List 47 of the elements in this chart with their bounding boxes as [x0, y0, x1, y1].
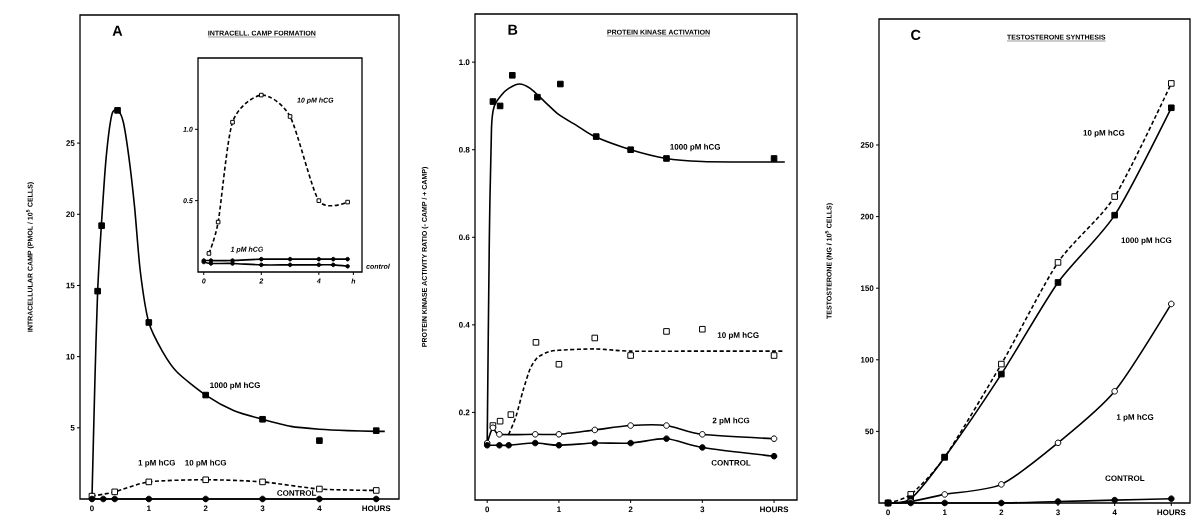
y-tick-label: 0.2	[459, 409, 470, 416]
x-tick-label: 3	[260, 505, 265, 512]
x-tick-label: HOURS	[760, 506, 789, 513]
y-tick-label: 100	[860, 356, 874, 363]
x-tick-label: 0	[90, 505, 94, 512]
x-tick-label: HOURS	[362, 505, 391, 512]
x-tick-label: 4	[1112, 509, 1117, 516]
series-label: 1000 pM hCG	[670, 143, 720, 152]
text: 1 pM hCG	[1116, 414, 1154, 422]
x-tick-label: 1	[557, 506, 561, 513]
annotation: B	[508, 24, 518, 35]
text: 10 pM hCG	[1083, 129, 1125, 138]
x-tick-label: 1	[942, 509, 947, 516]
series-label: 2 pM hCG	[712, 417, 750, 425]
annotation: A	[112, 25, 123, 36]
x-tick-label: 4	[317, 505, 322, 512]
y-tick-label: 50	[865, 428, 874, 435]
x-tick-label: 1	[147, 505, 151, 512]
x-tick-label: 0	[886, 509, 890, 516]
y-tick-label: 25	[66, 140, 75, 146]
text: 1000 pM hCG	[1121, 237, 1172, 245]
y-tick-label: 15	[66, 282, 75, 289]
series-label: CONTROL	[277, 490, 317, 496]
x-tick-label: 3	[700, 506, 705, 513]
y-tick-label: 250	[860, 142, 874, 148]
series-label: 10 pM hCG	[185, 459, 227, 468]
y-tick-label: 0.6	[459, 234, 470, 241]
y-tick-label: 10	[66, 353, 75, 360]
y-tick-label: 0.8	[459, 146, 470, 153]
annotation: C	[911, 29, 921, 40]
text: CONTROL	[1105, 475, 1145, 482]
y-tick-label: 200	[860, 213, 874, 220]
x-tick-label: 2	[203, 505, 208, 512]
x-tick-label: 2	[999, 509, 1004, 516]
y-tick-label: 0.4	[459, 322, 470, 328]
x-tick-label: 0	[485, 506, 490, 513]
y-tick-label: 5	[70, 425, 75, 431]
x-tick-label: HOURS	[1157, 509, 1186, 516]
series-label: 10 pM hCG	[717, 332, 759, 340]
x-tick-label: 2	[628, 506, 633, 513]
y-tick-label: 1.0	[459, 59, 470, 65]
y-tick-label: 150	[860, 285, 874, 292]
y-tick-label: 20	[66, 211, 75, 218]
series-label: 1000 pM hCG	[210, 382, 260, 390]
annotation: 1 pM hCG	[138, 459, 175, 468]
series-label: CONTROL	[711, 459, 751, 466]
x-tick-label: 3	[1055, 509, 1060, 516]
